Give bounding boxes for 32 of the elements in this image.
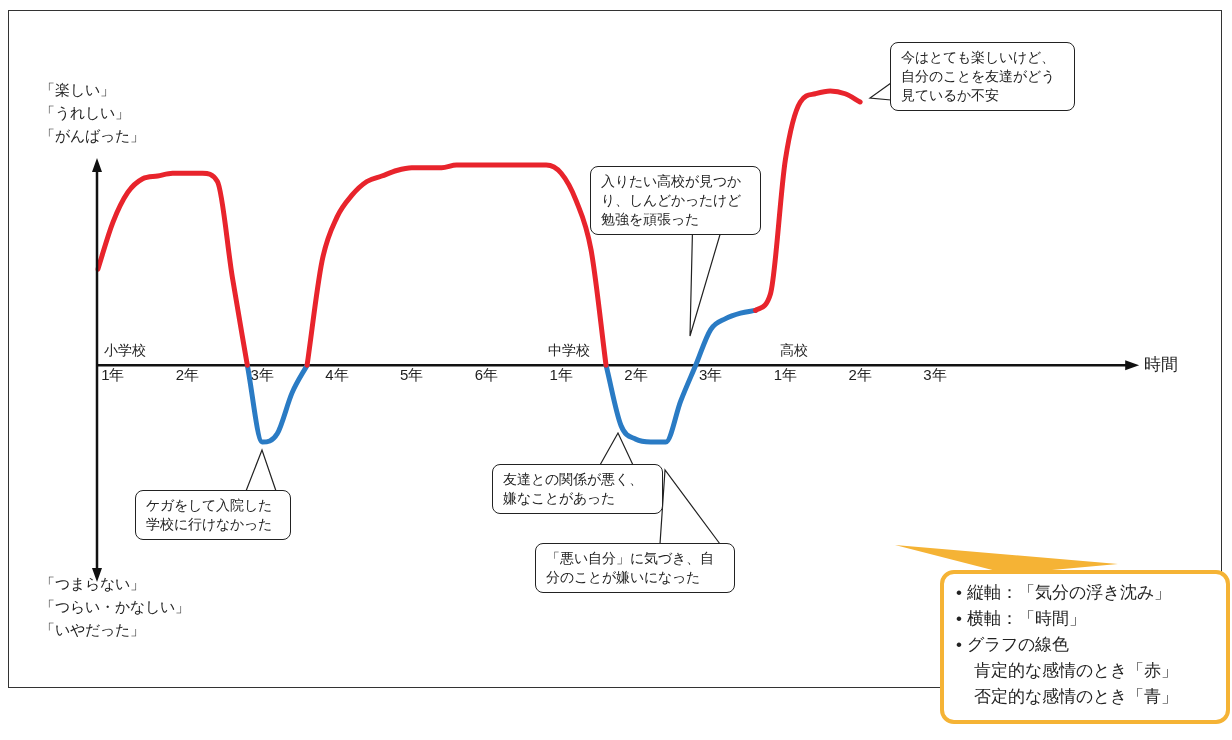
- x-tick-label: 1年: [773, 366, 798, 384]
- annotation: 入りたい高校が見つかり、しんどかったけど勉強を頑張った: [590, 166, 761, 235]
- annotation: 「がんばった」: [40, 126, 145, 145]
- text: 否定的な感情のとき「青」: [973, 686, 1179, 708]
- annotation: 小学校: [104, 341, 146, 360]
- x-tick-label: 6年: [474, 366, 499, 384]
- x-tick-label: 1年: [101, 366, 125, 384]
- annotation: 中学校: [548, 341, 590, 360]
- x-axis-title: 時間: [1144, 355, 1178, 375]
- text: ケガをして入院した学校に行けなかった: [135, 490, 292, 540]
- text: • 横軸：「時間」: [956, 608, 1087, 630]
- text: 「いやだった」: [40, 620, 145, 639]
- x-tick-label: 2年: [848, 366, 872, 384]
- x-tick-label: 2年: [624, 366, 648, 384]
- x-tick-label: 4年: [325, 366, 349, 384]
- text: 肯定的な感情のとき「赤」: [973, 660, 1179, 682]
- annotation: 「楽しい」: [40, 80, 115, 99]
- x-tick-label: 3年: [923, 366, 947, 384]
- x-tick-label: 1年: [549, 366, 573, 384]
- text: • グラフの線色: [956, 634, 1070, 656]
- text: 「つらい・かなしい」: [40, 597, 190, 616]
- annotation: 「うれしい」: [40, 103, 130, 122]
- text: 「悪い自分」に気づき、自分のことが嫌いになった: [535, 543, 735, 593]
- x-tick-label: 2年: [175, 366, 200, 384]
- x-tick-label: 3年: [698, 366, 723, 384]
- x-tick-label: 3年: [250, 366, 274, 384]
- text: 「つまらない」: [40, 574, 145, 593]
- x-tick-label: 5年: [400, 366, 424, 384]
- text: 友達との関係が悪く、嫌なことがあった: [492, 464, 663, 514]
- text: • 縦軸：「気分の浮き沈み」: [956, 582, 1172, 604]
- annotation: 高校: [780, 341, 808, 360]
- annotation: 今はとても楽しいけど、自分のことを友達がどう見ているか不安: [890, 42, 1076, 111]
